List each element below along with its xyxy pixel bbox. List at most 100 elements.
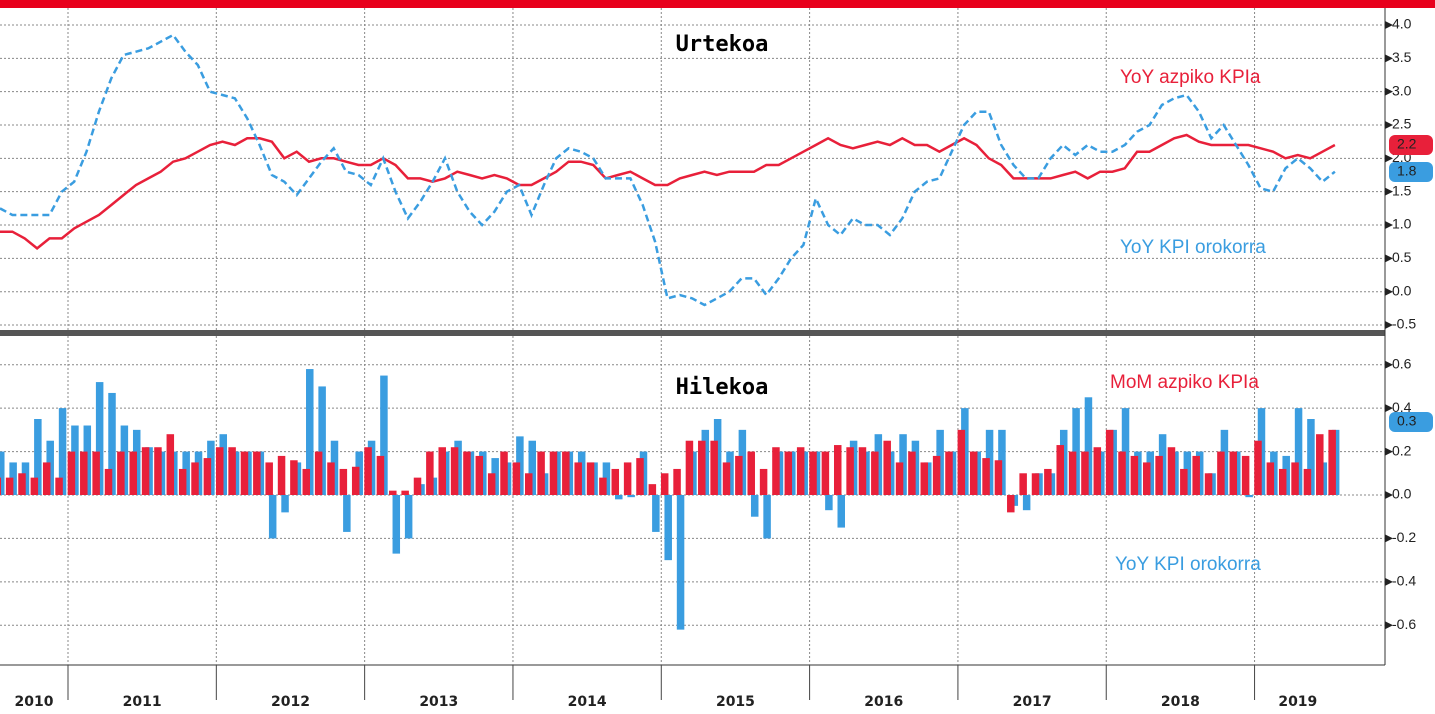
bar xyxy=(549,451,558,495)
bar xyxy=(1130,455,1139,495)
bar xyxy=(1093,447,1102,495)
bar xyxy=(240,451,249,495)
bar xyxy=(0,451,5,495)
bar xyxy=(858,447,867,495)
x-tick-label: 2012 xyxy=(271,694,310,710)
bar xyxy=(426,451,434,495)
bar xyxy=(1241,455,1250,495)
bar xyxy=(537,451,545,495)
bar xyxy=(945,451,953,495)
bar xyxy=(623,462,632,495)
bar xyxy=(343,495,351,532)
bar xyxy=(1143,462,1151,495)
bar xyxy=(351,466,360,495)
bar xyxy=(67,451,76,495)
tick-mark xyxy=(1385,121,1393,130)
bar xyxy=(1072,408,1080,495)
bar xyxy=(796,447,805,495)
bar xyxy=(1056,445,1064,495)
bar xyxy=(759,468,768,495)
bar xyxy=(846,447,854,495)
bar xyxy=(763,495,771,539)
bar xyxy=(1204,473,1213,495)
bar xyxy=(1105,429,1114,495)
bar xyxy=(825,495,833,511)
bar xyxy=(191,462,199,495)
bar xyxy=(1180,468,1188,495)
x-tick-label: 2017 xyxy=(1013,694,1052,710)
y-tick-label: 0.5 xyxy=(1392,249,1412,265)
tick-mark xyxy=(1385,254,1393,263)
bar xyxy=(290,460,298,495)
tick-mark xyxy=(1385,491,1393,499)
y-tick-label: 0.6 xyxy=(1392,355,1412,371)
bar xyxy=(525,473,533,495)
bar xyxy=(1245,495,1253,498)
bar xyxy=(837,495,845,528)
bar xyxy=(463,451,471,495)
bar xyxy=(1266,462,1275,495)
panel-title: Hilekoa xyxy=(676,375,769,400)
x-tick-label: 2010 xyxy=(15,694,54,710)
bar xyxy=(34,419,42,495)
x-tick-label: 2014 xyxy=(568,694,607,710)
bar xyxy=(1229,451,1238,495)
bar xyxy=(1007,495,1015,513)
y-tick-label: 2.5 xyxy=(1392,116,1412,132)
panel-divider xyxy=(0,330,1385,336)
bar xyxy=(784,451,793,495)
bar xyxy=(281,495,289,513)
value-tag-label: 2.2 xyxy=(1397,136,1417,152)
bar xyxy=(268,495,277,539)
annotation: YoY KPI orokorra xyxy=(1120,237,1266,258)
bar xyxy=(129,451,137,495)
bar xyxy=(615,495,623,500)
bar xyxy=(104,468,113,495)
bar xyxy=(586,462,595,495)
bar xyxy=(413,477,422,495)
tick-mark xyxy=(1385,54,1393,63)
bar xyxy=(1291,462,1299,495)
x-tick-label: 2019 xyxy=(1278,694,1317,710)
bar xyxy=(302,468,311,495)
bar xyxy=(1192,455,1200,495)
bar xyxy=(95,382,104,495)
tick-mark xyxy=(1385,577,1393,586)
bar xyxy=(685,440,694,495)
bar xyxy=(376,455,385,495)
tick-mark xyxy=(1385,187,1393,196)
bar xyxy=(450,447,459,495)
bar xyxy=(438,447,446,495)
bar xyxy=(957,429,966,495)
line-series xyxy=(0,133,1336,251)
tick-mark xyxy=(1385,360,1393,369)
y-tick-label: -0.2 xyxy=(1392,529,1416,545)
panel-title: Urtekoa xyxy=(676,32,769,57)
bar xyxy=(389,490,397,495)
bar xyxy=(253,451,261,495)
value-tag-label: 0.3 xyxy=(1397,413,1417,429)
bar xyxy=(512,462,521,495)
tick-mark xyxy=(1385,21,1393,30)
bar xyxy=(648,484,657,495)
bar xyxy=(141,447,150,495)
bar xyxy=(895,462,904,495)
bar xyxy=(228,447,236,495)
bar xyxy=(1121,408,1130,495)
bar xyxy=(327,462,335,495)
bar xyxy=(42,462,51,495)
bar xyxy=(487,473,496,495)
bar xyxy=(117,451,125,495)
y-tick-label: 1.0 xyxy=(1392,216,1412,232)
y-tick-label: 0.4 xyxy=(1392,399,1412,415)
bar xyxy=(1031,473,1040,495)
bar xyxy=(58,408,67,495)
bar xyxy=(1084,397,1093,495)
bar xyxy=(652,495,660,532)
value-tag xyxy=(1389,412,1433,432)
bar xyxy=(710,440,718,495)
y-tick-label: 1.5 xyxy=(1392,182,1412,198)
bar xyxy=(750,495,759,517)
bar xyxy=(908,451,916,495)
